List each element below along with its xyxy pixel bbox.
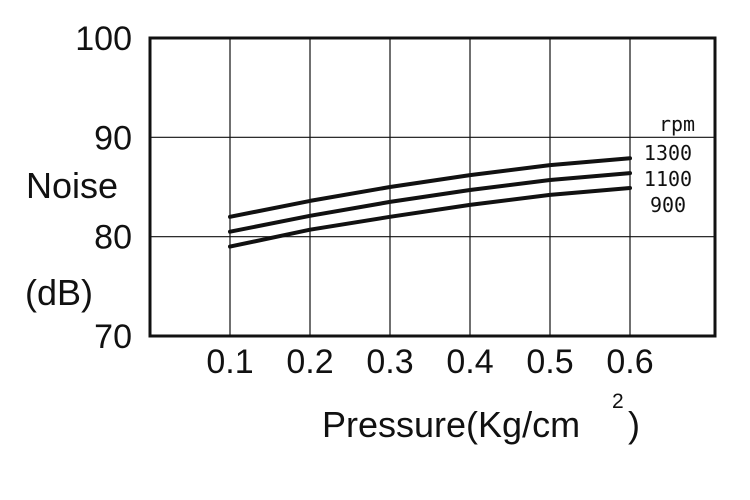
x-tick-label: 0.3: [366, 343, 413, 381]
legend-title: rpm: [659, 112, 695, 136]
y-axis-title: Noise: [26, 165, 118, 206]
y-tick-label: 100: [75, 20, 132, 58]
x-tick-label: 0.2: [286, 343, 333, 381]
series-line-1300: [228, 156, 632, 219]
series-lines: [228, 156, 632, 249]
y-tick-label: 80: [94, 219, 132, 257]
y-axis-tick-labels: 100 90 80 70: [75, 20, 132, 356]
y-tick-label: 70: [94, 318, 132, 356]
x-tick-label: 0.5: [526, 343, 573, 381]
x-tick-label: 0.4: [446, 343, 493, 381]
series-line-1100: [228, 171, 632, 234]
x-axis-title-suffix: ): [628, 404, 640, 445]
x-axis-superscript: 2: [612, 390, 624, 413]
y-tick-label: 90: [94, 119, 132, 157]
x-tick-label: 0.1: [206, 343, 253, 381]
x-tick-label: 0.6: [606, 343, 653, 381]
series-label: 900: [650, 193, 686, 217]
series-line-900: [228, 186, 632, 249]
x-axis-tick-labels: 0.1 0.2 0.3 0.4 0.5 0.6: [206, 343, 653, 381]
y-axis-unit: (dB): [25, 272, 93, 313]
series-label: 1300: [644, 141, 692, 165]
x-axis-title: Pressure(Kg/cm: [322, 404, 580, 445]
series-label: 1100: [644, 167, 692, 191]
